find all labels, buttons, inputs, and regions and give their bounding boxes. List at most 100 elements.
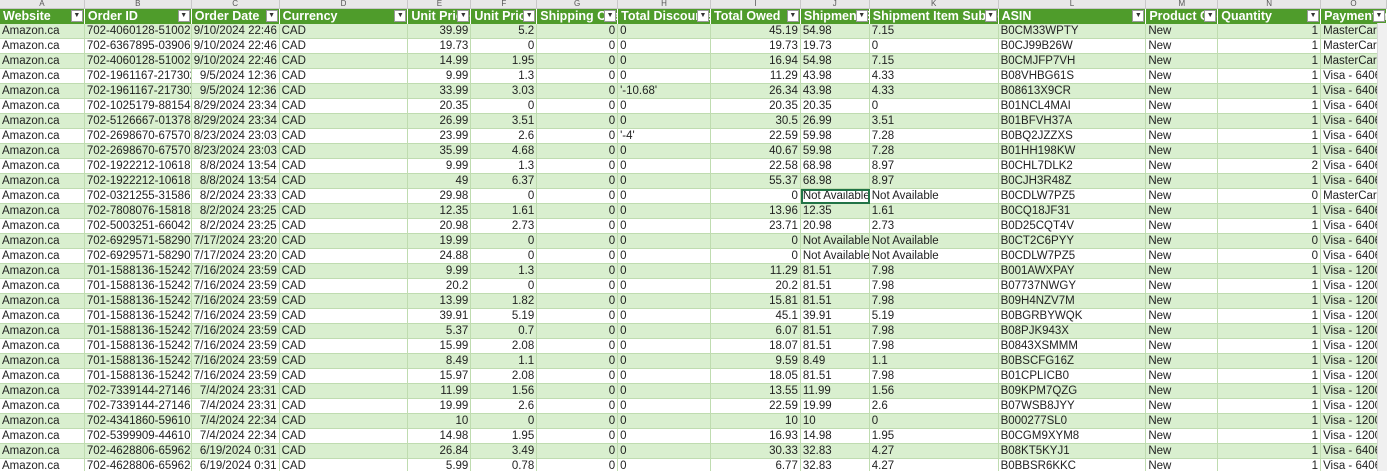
column-letter-o[interactable]: O xyxy=(1321,0,1387,8)
cell-unit-price[interactable]: 9.99 xyxy=(408,264,472,279)
cell-unit-price[interactable]: 19.73 xyxy=(408,39,472,54)
cell-unit-price-tax[interactable]: 2.6 xyxy=(471,399,538,414)
cell-currency[interactable]: CAD xyxy=(279,444,409,459)
cell-order-id[interactable]: 702-7339144-2714656 xyxy=(84,399,192,414)
filter-dropdown-icon[interactable]: ▼ xyxy=(855,10,868,22)
cell-shipping-charge[interactable]: 0 xyxy=(537,39,619,54)
cell-order-id[interactable]: 702-4060128-5100216 xyxy=(84,24,192,39)
cell-quantity[interactable]: 1 xyxy=(1218,69,1322,84)
cell-currency[interactable]: CAD xyxy=(279,24,409,39)
cell-order-id[interactable]: 702-7339144-2714656 xyxy=(84,384,192,399)
cell-total-discounts[interactable]: 0 xyxy=(618,309,711,324)
cell-total-owed[interactable]: 30.33 xyxy=(710,444,801,459)
cell-order-id[interactable]: 702-5399909-4461061 xyxy=(84,429,192,444)
cell-quantity[interactable]: 1 xyxy=(1218,99,1322,114)
cell-shipping-charge[interactable]: 0 xyxy=(537,174,619,189)
cell-quantity[interactable]: 1 xyxy=(1218,369,1322,384)
cell-order-date[interactable]: 7/16/2024 23:59 xyxy=(191,279,280,294)
cell-shipment-subtotal[interactable]: 81.51 xyxy=(800,294,870,309)
column-letter-f[interactable]: F xyxy=(471,0,538,8)
cell-unit-price[interactable]: 19.99 xyxy=(408,234,472,249)
cell-order-date[interactable]: 8/8/2024 13:54 xyxy=(191,159,280,174)
cell-quantity[interactable]: 1 xyxy=(1218,144,1322,159)
filter-dropdown-icon[interactable]: ▼ xyxy=(1204,10,1217,22)
cell-total-owed[interactable]: 11.29 xyxy=(710,69,801,84)
cell-currency[interactable]: CAD xyxy=(279,144,409,159)
column-letter-j[interactable]: J xyxy=(801,0,870,8)
cell-shipment-item-subtotal[interactable]: Not Available xyxy=(869,189,999,204)
cell-product-condition[interactable]: New xyxy=(1146,339,1219,354)
column-letter-a[interactable]: A xyxy=(0,0,85,8)
cell-unit-price-tax[interactable]: 0 xyxy=(471,189,538,204)
cell-order-id[interactable]: 701-1588136-1524244 xyxy=(84,339,192,354)
cell-unit-price-tax[interactable]: 6.37 xyxy=(471,174,538,189)
cell-unit-price-tax[interactable]: 0 xyxy=(471,414,538,429)
cell-shipment-subtotal[interactable]: 32.83 xyxy=(800,444,870,459)
cell-shipping-charge[interactable]: 0 xyxy=(537,99,619,114)
cell-order-id[interactable]: 702-4628806-6596247 xyxy=(85,459,192,471)
cell-unit-price[interactable]: 15.97 xyxy=(408,369,472,384)
cell-shipment-item-subtotal[interactable]: 1.95 xyxy=(869,429,999,444)
cell-currency[interactable]: CAD xyxy=(280,459,409,471)
cell-currency[interactable]: CAD xyxy=(279,339,409,354)
cell-product-condition[interactable]: New xyxy=(1146,294,1219,309)
cell-unit-price[interactable]: 5.37 xyxy=(408,324,472,339)
cell-quantity[interactable]: 1 xyxy=(1218,459,1322,471)
cell-shipment-subtotal[interactable]: 26.99 xyxy=(800,114,870,129)
cell-website[interactable]: Amazon.ca xyxy=(0,249,85,264)
cell-product-condition[interactable]: New xyxy=(1146,459,1219,471)
cell-unit-price[interactable]: 20.98 xyxy=(408,219,472,234)
cell-order-date[interactable]: 7/4/2024 22:34 xyxy=(191,429,280,444)
cell-currency[interactable]: CAD xyxy=(279,174,409,189)
cell-shipping-charge[interactable]: 0 xyxy=(537,459,619,471)
cell-total-discounts[interactable]: 0 xyxy=(618,444,711,459)
cell-order-date[interactable]: 9/5/2024 12:36 xyxy=(191,84,280,99)
cell-quantity[interactable]: 1 xyxy=(1218,399,1322,414)
cell-product-condition[interactable]: New xyxy=(1146,399,1219,414)
cell-shipping-charge[interactable]: 0 xyxy=(537,339,619,354)
filter-dropdown-icon[interactable]: ▼ xyxy=(984,10,997,22)
cell-currency[interactable]: CAD xyxy=(279,324,409,339)
cell-total-discounts[interactable]: 0 xyxy=(618,414,711,429)
cell-order-date[interactable]: 7/16/2024 23:59 xyxy=(191,324,280,339)
cell-unit-price[interactable]: 29.98 xyxy=(408,189,472,204)
cell-shipping-charge[interactable]: 0 xyxy=(537,294,619,309)
cell-total-discounts[interactable]: 0 xyxy=(618,144,711,159)
cell-website[interactable]: Amazon.ca xyxy=(0,234,85,249)
cell-order-id[interactable]: 701-1588136-1524244 xyxy=(84,264,192,279)
cell-website[interactable]: Amazon.ca xyxy=(0,354,85,369)
cell-website[interactable]: Amazon.ca xyxy=(0,264,85,279)
cell-total-discounts[interactable]: 0 xyxy=(618,384,711,399)
cell-order-id[interactable]: 702-7808076-1581841 xyxy=(84,204,192,219)
cell-shipping-charge[interactable]: 0 xyxy=(537,219,619,234)
cell-shipment-item-subtotal[interactable]: 4.33 xyxy=(869,69,999,84)
cell-total-owed[interactable]: 20.2 xyxy=(710,279,801,294)
cell-currency[interactable]: CAD xyxy=(279,219,409,234)
cell-shipping-charge[interactable]: 0 xyxy=(537,114,619,129)
cell-shipment-item-subtotal[interactable]: 1.56 xyxy=(869,384,999,399)
cell-order-id[interactable]: 702-6929571-5829024 xyxy=(84,234,192,249)
column-letter-c[interactable]: C xyxy=(192,0,280,8)
cell-product-condition[interactable]: New xyxy=(1146,129,1219,144)
cell-shipment-subtotal[interactable]: 43.98 xyxy=(800,84,870,99)
cell-website[interactable]: Amazon.ca xyxy=(0,99,85,114)
cell-shipping-charge[interactable]: 0 xyxy=(537,369,619,384)
cell-unit-price[interactable]: 24.88 xyxy=(408,249,472,264)
cell-unit-price-tax[interactable]: 0 xyxy=(471,234,538,249)
cell-total-owed[interactable]: 11.29 xyxy=(710,264,801,279)
cell-total-owed[interactable]: 40.67 xyxy=(710,144,801,159)
cell-website[interactable]: Amazon.ca xyxy=(0,204,85,219)
cell-order-id[interactable]: 701-1588136-1524244 xyxy=(84,294,192,309)
cell-total-discounts[interactable]: 0 xyxy=(618,339,711,354)
cell-product-condition[interactable]: New xyxy=(1146,414,1219,429)
filter-dropdown-icon[interactable]: ▼ xyxy=(70,10,83,22)
cell-shipment-item-subtotal[interactable]: 5.19 xyxy=(869,309,999,324)
cell-currency[interactable]: CAD xyxy=(279,159,409,174)
cell-asin[interactable]: B0CDLW7PZ5 xyxy=(998,189,1147,204)
cell-shipment-subtotal[interactable]: 20.98 xyxy=(800,219,870,234)
cell-total-discounts[interactable]: 0 xyxy=(618,189,711,204)
cell-total-owed[interactable]: 15.81 xyxy=(710,294,801,309)
cell-order-id[interactable]: 702-4628806-6596247 xyxy=(84,444,192,459)
cell-order-date[interactable]: 8/23/2024 23:03 xyxy=(191,129,280,144)
cell-unit-price[interactable]: 20.2 xyxy=(408,279,472,294)
